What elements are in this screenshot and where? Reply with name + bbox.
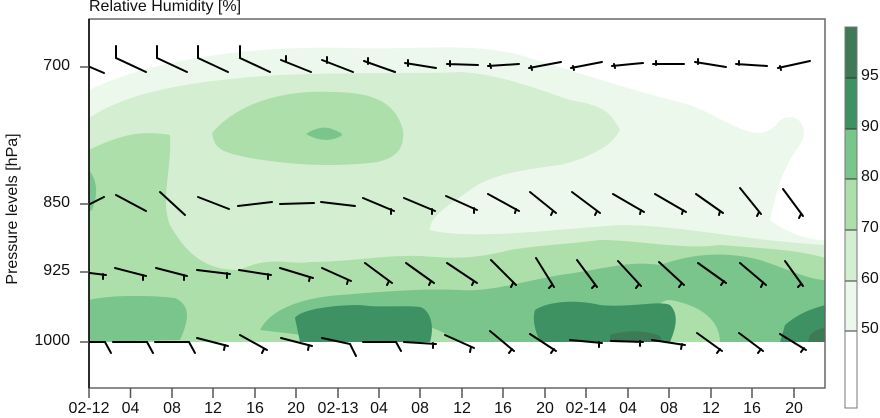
x-tick-label: 02-12 <box>68 400 110 417</box>
x-tick-label: 08 <box>411 400 429 417</box>
colorbar-tick-label: 70 <box>861 219 879 236</box>
x-tick-label: 08 <box>163 400 181 417</box>
x-tick-label: 20 <box>287 400 305 417</box>
colorbar-tick-label: 60 <box>861 270 879 287</box>
x-tick-label: 16 <box>246 400 264 417</box>
x-tick-label: 04 <box>370 400 388 417</box>
y-axis-label: Pressure levels [hPa] <box>4 133 21 285</box>
y-tick-label: 1000 <box>34 332 70 349</box>
y-axis-ticks <box>80 66 89 343</box>
x-tick-label: 16 <box>743 400 761 417</box>
x-tick-label: 02-14 <box>565 400 607 417</box>
x-tick-label: 16 <box>494 400 512 417</box>
x-tick-label: 04 <box>121 400 140 417</box>
colorbar-tick-label: 95 <box>861 67 879 84</box>
x-tick-label: 04 <box>619 400 637 417</box>
y-tick-label: 850 <box>43 194 70 211</box>
x-tick-label: 20 <box>785 400 803 417</box>
wind-barbs <box>89 45 811 357</box>
x-axis-ticks <box>88 388 795 398</box>
x-tick-label: 12 <box>204 400 222 417</box>
colorbar-tick-label: 50 <box>861 320 879 337</box>
x-tick-label: 20 <box>536 400 554 417</box>
colorbar-tick-label: 90 <box>861 118 879 135</box>
x-tick-label: 08 <box>660 400 678 417</box>
colorbar-tick-label: 80 <box>861 168 879 185</box>
y-tick-label: 925 <box>43 262 70 279</box>
x-tick-label: 12 <box>453 400 471 417</box>
y-tick-label: 700 <box>43 57 70 74</box>
contour-fill <box>89 47 825 342</box>
x-tick-label: 12 <box>702 400 720 417</box>
colorbar <box>844 26 858 409</box>
chart-title: Relative Humidity [%] <box>89 0 242 15</box>
x-tick-label: 02-13 <box>317 400 359 417</box>
